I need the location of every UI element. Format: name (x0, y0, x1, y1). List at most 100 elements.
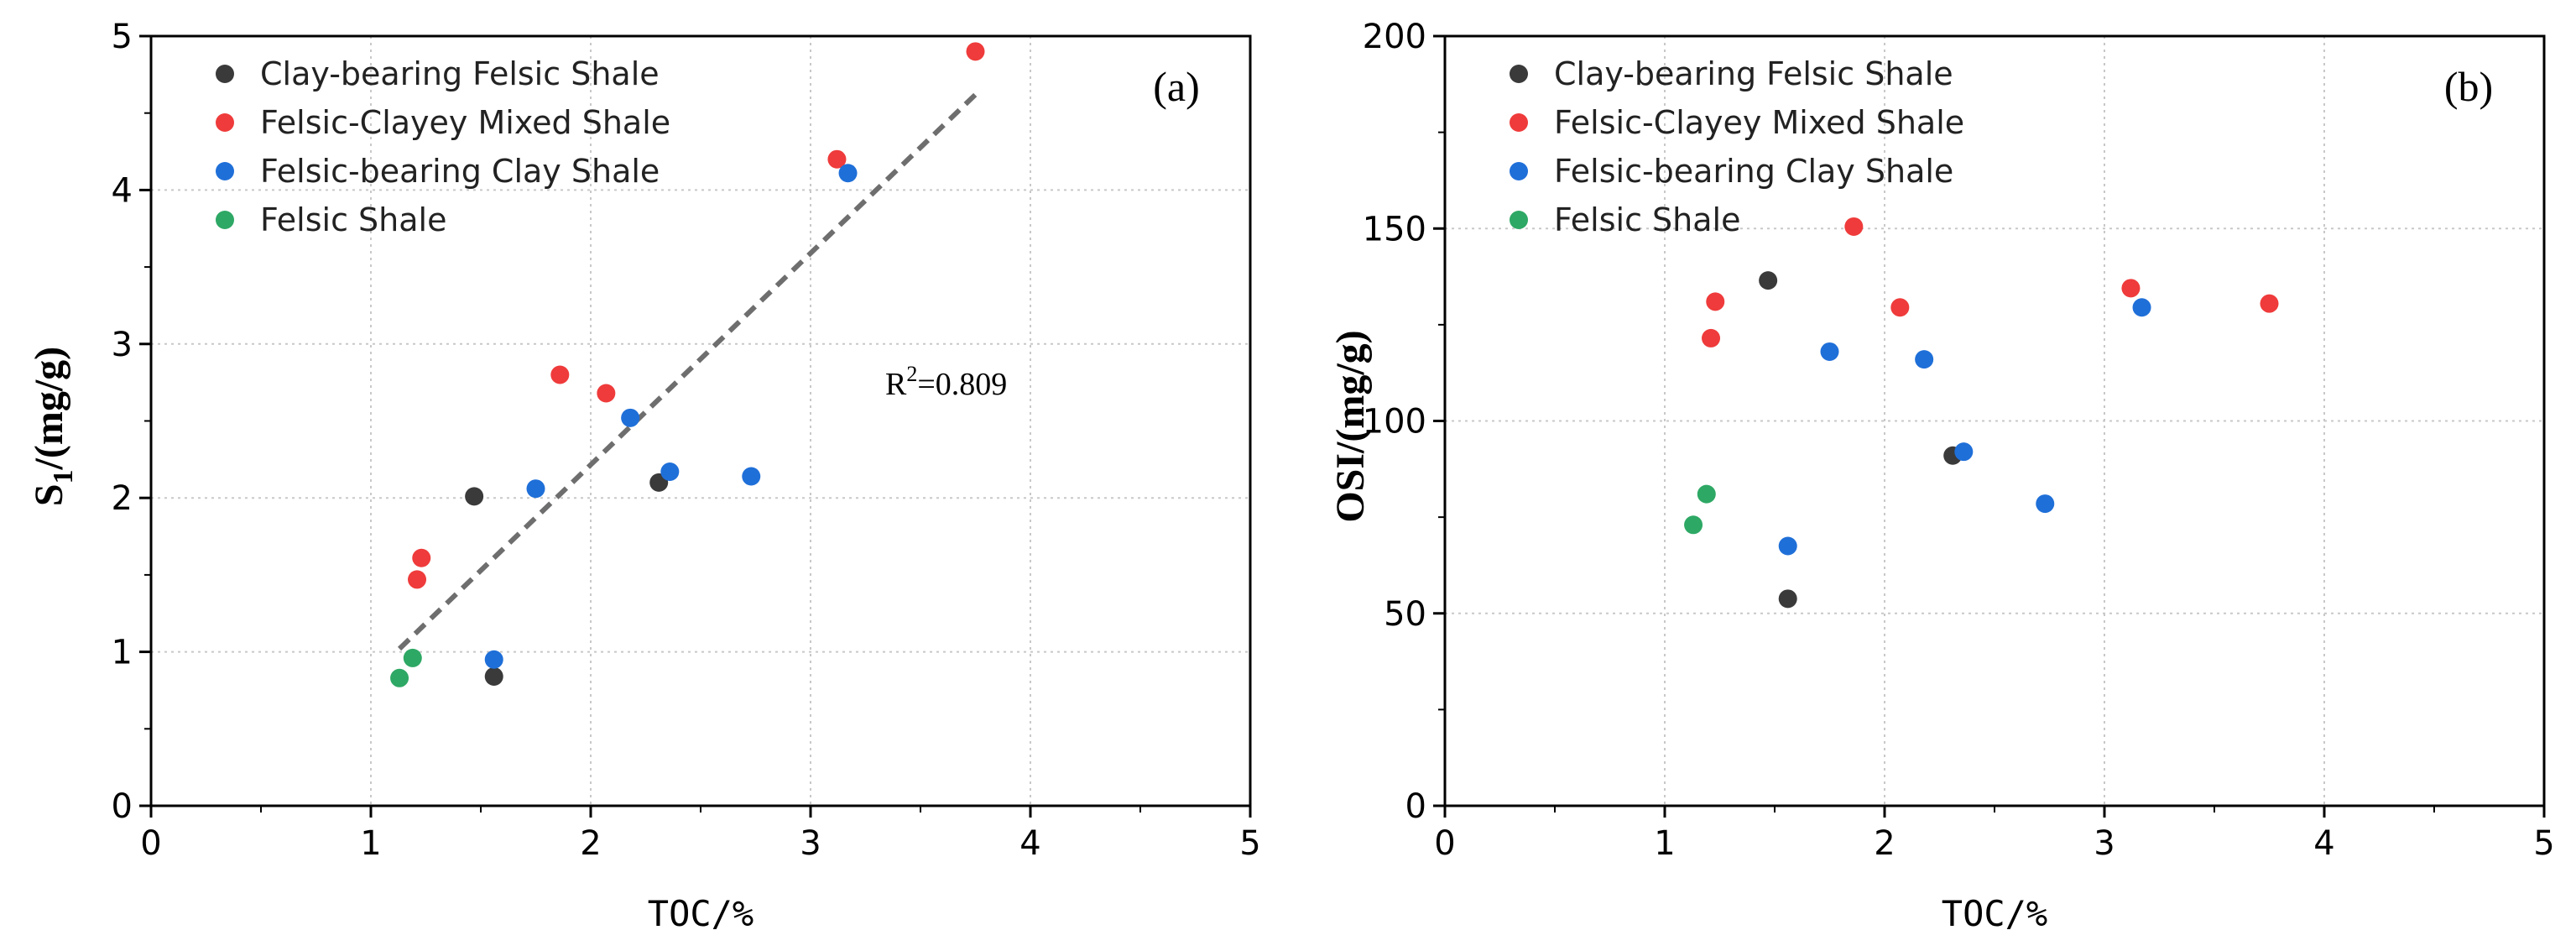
panel-label-a: (a) (1153, 63, 1200, 110)
y-tick-label-a: 3 (112, 326, 133, 364)
data-point-b-s1-3 (1890, 298, 1910, 317)
legend-a: Clay-bearing Felsic Shale Felsic-Clayey M… (216, 55, 670, 238)
data-point-a-s1-1 (408, 570, 427, 589)
legend-label-b-1: Felsic-Clayey Mixed Shale (1554, 104, 1964, 141)
data-point-b-s1-0 (1706, 292, 1725, 311)
tick-labels-a: 0 1 2 3 4 5 0 1 2 3 4 5 (112, 18, 1261, 863)
y-axis-label-a-main: S (27, 483, 71, 506)
r-squared-value: =0.809 (917, 367, 1007, 402)
y-axis-label-a: S1/(mg/g) (27, 347, 79, 506)
legend-b: Clay-bearing Felsic Shale Felsic-Clayey M… (1510, 55, 1964, 238)
x-tick-label-b: 5 (2533, 824, 2554, 863)
x-tick-label-b: 1 (1654, 824, 1675, 863)
legend-marker-a-1 (216, 113, 234, 132)
data-point-b-s1-1 (1702, 328, 1721, 347)
data-point-b-s2-1 (1820, 342, 1839, 361)
x-tick-label-a: 0 (140, 824, 161, 863)
data-point-a-s3-0 (390, 668, 409, 687)
x-tick-label-b: 2 (1874, 824, 1895, 863)
x-tick-label-a: 2 (580, 824, 601, 863)
axes-b (1433, 34, 2546, 818)
y-tick-label-b: 200 (1363, 18, 1426, 56)
legend-label-a-0: Clay-bearing Felsic Shale (260, 55, 660, 92)
y-tick-label-b: 150 (1363, 210, 1426, 248)
points-b (1684, 217, 2279, 609)
legend-marker-b-3 (1510, 211, 1528, 229)
data-point-a-s1-4 (827, 149, 847, 169)
panel-label-b: (b) (2444, 63, 2493, 110)
x-tick-label-a: 3 (800, 824, 821, 863)
data-point-a-s2-1 (526, 479, 545, 499)
x-tick-label-a: 5 (1239, 824, 1260, 863)
x-tick-label-a: 4 (1019, 824, 1040, 863)
data-point-a-s1-3 (597, 384, 616, 403)
y-tick-label-a: 0 (112, 787, 133, 826)
legend-label-a-3: Felsic Shale (260, 201, 446, 238)
grid-b (1445, 36, 2544, 806)
legend-label-b-2: Felsic-bearing Clay Shale (1554, 153, 1953, 190)
legend-label-b-3: Felsic Shale (1554, 201, 1740, 238)
data-point-a-s2-0 (484, 650, 503, 669)
data-point-a-s1-2 (550, 365, 570, 384)
legend-marker-a-0 (216, 65, 234, 83)
x-tick-label-b: 0 (1434, 824, 1455, 863)
y-axis-label-a-rest: /(mg/g) (27, 347, 71, 471)
fit-line (397, 92, 978, 651)
x-tick-label-b: 3 (2094, 824, 2115, 863)
plot-frame-a (149, 34, 1252, 807)
r-squared-annotation: R2=0.809 (885, 362, 1007, 402)
legend-marker-b-2 (1510, 162, 1528, 180)
legend-label-a-2: Felsic-bearing Clay Shale (260, 153, 660, 190)
y-tick-label-a: 4 (112, 171, 133, 210)
y-tick-label-b: 0 (1405, 787, 1426, 826)
x-axis-label-b: TOC/% (1942, 893, 2047, 934)
data-point-b-s0-1 (1778, 589, 1797, 609)
legend-marker-a-3 (216, 211, 234, 229)
y-tick-label-b: 50 (1384, 595, 1426, 634)
data-point-a-s0-1 (484, 666, 503, 686)
data-point-b-s1-4 (2121, 279, 2141, 298)
fit-line-group-a (397, 92, 978, 651)
data-point-a-s0-0 (465, 487, 484, 506)
data-point-a-s2-2 (621, 408, 640, 427)
y-tick-label-a: 1 (112, 634, 133, 672)
y-tick-label-b: 100 (1363, 403, 1426, 442)
data-point-a-s2-5 (838, 164, 858, 183)
data-point-b-s3-1 (1697, 484, 1716, 504)
data-point-b-s1-5 (2260, 294, 2279, 313)
data-point-b-s2-4 (2036, 494, 2055, 514)
data-point-a-s1-5 (966, 42, 985, 61)
legend-label-a-1: Felsic-Clayey Mixed Shale (260, 104, 670, 141)
data-point-b-s1-2 (1844, 217, 1864, 236)
data-point-b-s2-5 (2132, 298, 2151, 317)
data-point-b-s0-0 (1759, 271, 1778, 290)
x-tick-label-b: 4 (2313, 824, 2334, 863)
legend-marker-a-2 (216, 162, 234, 180)
legend-marker-b-1 (1510, 113, 1528, 132)
y-axis-label-a-sub: 1 (48, 469, 79, 483)
r-squared-superscript: 2 (906, 362, 917, 386)
data-point-b-s2-3 (1954, 442, 1974, 462)
data-point-b-s2-0 (1778, 536, 1797, 556)
data-point-a-s1-0 (412, 548, 431, 567)
data-point-a-s3-1 (403, 648, 422, 667)
points-a (390, 42, 985, 687)
legend-label-b-0: Clay-bearing Felsic Shale (1554, 55, 1953, 92)
y-tick-label-a: 5 (112, 18, 133, 56)
r-squared-prefix: R (885, 367, 907, 402)
legend-marker-b-0 (1510, 65, 1528, 83)
grid-a (151, 36, 1250, 806)
data-point-b-s3-0 (1684, 515, 1703, 535)
axes-a (139, 34, 1252, 818)
x-axis-label-a: TOC/% (648, 893, 754, 934)
x-tick-label-a: 1 (360, 824, 381, 863)
data-point-a-s2-4 (742, 467, 761, 486)
y-axis-label-b: OSI/(mg/g) (1328, 330, 1373, 522)
data-point-a-s2-3 (660, 462, 680, 482)
y-tick-label-a: 2 (112, 479, 133, 518)
data-point-b-s2-2 (1915, 350, 1934, 369)
